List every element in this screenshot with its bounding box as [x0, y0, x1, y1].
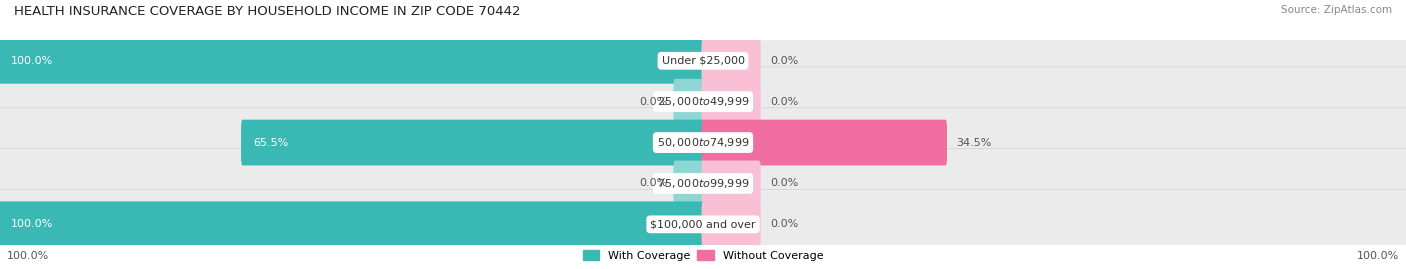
Text: HEALTH INSURANCE COVERAGE BY HOUSEHOLD INCOME IN ZIP CODE 70442: HEALTH INSURANCE COVERAGE BY HOUSEHOLD I… — [14, 5, 520, 18]
Text: 0.0%: 0.0% — [770, 219, 799, 229]
FancyBboxPatch shape — [0, 67, 1406, 136]
Text: 34.5%: 34.5% — [956, 137, 991, 148]
Text: 100.0%: 100.0% — [7, 250, 49, 261]
FancyBboxPatch shape — [702, 201, 761, 247]
Text: $100,000 and over: $100,000 and over — [650, 219, 756, 229]
Text: 100.0%: 100.0% — [1357, 250, 1399, 261]
Text: 65.5%: 65.5% — [253, 137, 288, 148]
Text: $75,000 to $99,999: $75,000 to $99,999 — [657, 177, 749, 190]
FancyBboxPatch shape — [0, 190, 1406, 259]
Text: 100.0%: 100.0% — [10, 56, 53, 66]
FancyBboxPatch shape — [0, 201, 704, 247]
Text: 100.0%: 100.0% — [10, 219, 53, 229]
FancyBboxPatch shape — [0, 108, 1406, 177]
FancyBboxPatch shape — [673, 79, 704, 125]
FancyBboxPatch shape — [0, 149, 1406, 218]
Text: 0.0%: 0.0% — [640, 97, 668, 107]
Text: 0.0%: 0.0% — [770, 56, 799, 66]
Text: 0.0%: 0.0% — [770, 178, 799, 189]
Text: $50,000 to $74,999: $50,000 to $74,999 — [657, 136, 749, 149]
Text: 0.0%: 0.0% — [770, 97, 799, 107]
FancyBboxPatch shape — [0, 26, 1406, 95]
FancyBboxPatch shape — [702, 79, 761, 125]
Text: 0.0%: 0.0% — [640, 178, 668, 189]
FancyBboxPatch shape — [702, 161, 761, 206]
FancyBboxPatch shape — [702, 120, 948, 165]
FancyBboxPatch shape — [673, 161, 704, 206]
Text: $25,000 to $49,999: $25,000 to $49,999 — [657, 95, 749, 108]
FancyBboxPatch shape — [0, 38, 704, 84]
Text: Under $25,000: Under $25,000 — [661, 56, 745, 66]
Legend: With Coverage, Without Coverage: With Coverage, Without Coverage — [578, 246, 828, 265]
Text: Source: ZipAtlas.com: Source: ZipAtlas.com — [1281, 5, 1392, 15]
FancyBboxPatch shape — [702, 38, 761, 84]
FancyBboxPatch shape — [240, 120, 704, 165]
